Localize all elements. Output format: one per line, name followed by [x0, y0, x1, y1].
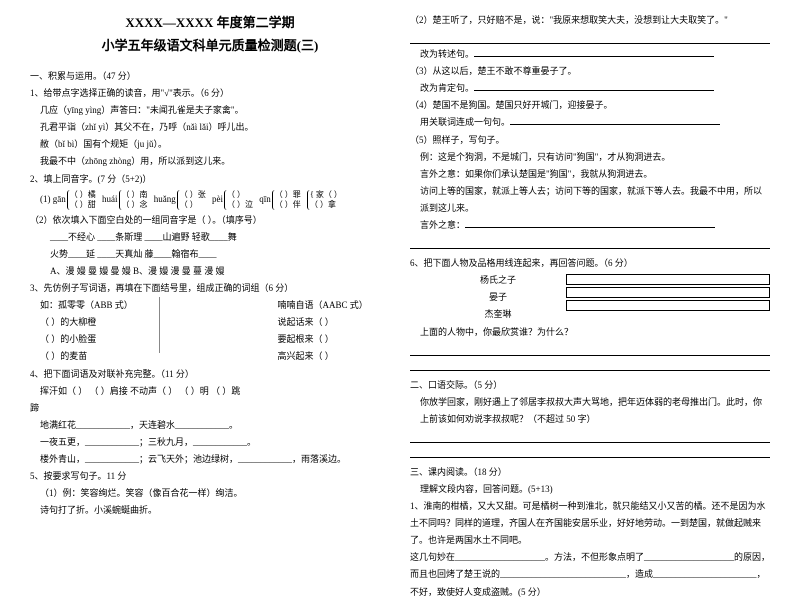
vertical-divider — [159, 297, 272, 353]
r2b: 改为转述句。 — [410, 46, 770, 63]
q6-title: 6、把下面人物及品格用线连起来，再回答问题。（6 分） — [410, 255, 770, 272]
r5-ex: 例：这是个狗洞，不是城门，只有访问"狗国"，才从狗洞进去。 — [410, 149, 770, 166]
q4-line: 挥汗如（ ） （ ）肩接 不动声（ ） （ ）明 （ ）跳 — [30, 383, 390, 400]
section-1-title: 一、积累与运用。（47 分） — [30, 68, 390, 85]
q4-line: 楼外青山，____________；云飞天外；池边绿树，____________… — [30, 451, 390, 468]
r3b: 改为肯定句。 — [410, 80, 770, 97]
q3-right-item: 说起话来（ ） — [277, 314, 390, 331]
left-column: XXXX—XXXX 年度第二学期 小学五年级语文科单元质量检测题(三) 一、积累… — [20, 12, 400, 542]
q4-line: 一夜五更，____________；三秋九月，____________。 — [30, 434, 390, 451]
q2-title: 2、填上同音字。(7 分（5+2)） — [30, 171, 390, 188]
q3-left-item: （ ）的麦苗 — [40, 348, 153, 365]
r5-l3-label: 言外之意： — [420, 220, 465, 230]
r3: （3）从这以后，楚王不敢不尊重晏子了。 — [410, 63, 770, 80]
q3-right-item: 高兴起来（ ） — [277, 348, 390, 365]
match-box — [566, 287, 770, 298]
bracket-group: gān （ ）橘（ ）甜 — [53, 190, 96, 210]
sec3-p1: 1、淮南的柑橘，又大又甜。可是橘树一种到淮北，就只能结又小又苦的橘。还不是因为水… — [410, 498, 770, 549]
sec3-p2: 这几句妙在____________________。方法，不但形象点明了____… — [410, 549, 770, 600]
blank-line — [510, 116, 720, 125]
bracket-group: qīn （ ）罪（ ）伴 — [259, 190, 301, 210]
q6-name: 杰奎琳 — [430, 306, 566, 323]
blank-line — [465, 219, 715, 228]
answer-line — [410, 240, 770, 249]
blank-line — [474, 48, 714, 57]
r4b-label: 用关联词连成一句句。 — [420, 117, 510, 127]
match-box — [566, 300, 770, 311]
r4: （4）楚国不是狗国。楚国只好开城门，迎接晏子。 — [410, 97, 770, 114]
q6-name: 晏子 — [430, 289, 566, 306]
sec2-body: 你放学回家，刚好遇上了邻居李叔叔大声大骂地，把年迈体弱的老母推出门。此时，你上前… — [410, 394, 770, 428]
r5-line: 言外之意：如果你们承认楚国是"狗国"，我就从狗洞进去。 — [410, 166, 770, 183]
q5-title: 5、按要求写句子。11 分 — [30, 468, 390, 485]
q6-name: 杨氏之子 — [430, 272, 566, 289]
doc-title-1: XXXX—XXXX 年度第二学期 — [30, 12, 390, 31]
q3-block: 如：孤零零（ABB 式） （ ）的大柳橙 （ ）的小脸蛋 （ ）的麦苗 喃喃自语… — [30, 297, 390, 365]
right-column: （2）楚王听了，只好赔不是，说："我原来想取笑大夫，没想到让大夫取笑了。" 改为… — [400, 12, 780, 542]
r4b: 用关联词连成一句句。 — [410, 114, 770, 131]
answer-line — [410, 434, 770, 443]
q3-ex-left: 如：孤零零（ABB 式） — [40, 297, 153, 314]
q3-left-item: （ ）的大柳橙 — [40, 314, 153, 331]
q4-line: 地满红花____________，天连碧水____________。 — [30, 417, 390, 434]
q6-names: 杨氏之子 晏子 杰奎琳 — [410, 272, 770, 323]
q3-right-item: 要起根来（ ） — [277, 331, 390, 348]
q2-2-opts: A、漫 嫚 曼 嫚 曼 嫚 B、漫 嫚 漫 曼 蔓 漫 嫚 — [30, 263, 390, 280]
q5-line: 诗句打了折。小溪蜿蜒曲折。 — [30, 502, 390, 519]
bracket-group: huǎng （ ）张（ ） — [154, 190, 206, 210]
r5-line: 访问上等的国家，就派上等人去；访问下等的国家，就派下等人去。我最不中用，所以派到… — [410, 183, 770, 217]
match-box — [566, 274, 770, 285]
sec3-sub: 理解文段内容，回答问题。(5+13) — [410, 481, 770, 498]
q1-line: 几应（yīng yìng）声答曰："未闻孔雀是夫子家禽"。 — [30, 102, 390, 119]
bracket-group: { 家（ ）（ ）拿 — [307, 190, 342, 210]
answer-line — [410, 35, 770, 44]
bracket-group: pèi （ ）（ ）泣 — [212, 190, 253, 210]
r2b-label: 改为转述句。 — [420, 49, 474, 59]
answer-line — [410, 362, 770, 371]
blank-line — [474, 82, 714, 91]
q3-title: 3、先仿例子写词语，再填在下面结号里，组成正确的词组（6 分） — [30, 280, 390, 297]
doc-title-2: 小学五年级语文科单元质量检测题(三) — [30, 35, 390, 54]
q5-line: （1）例：笑容绚烂。笑容（像百合花一样）绚洁。 — [30, 485, 390, 502]
q1-line: 我最不中（zhōng zhòng）用，所以派到这儿来。 — [30, 153, 390, 170]
q2-bracket-row: (1) gān （ ）橘（ ）甜 huái （ ）南（ ）念 huǎng （ ）… — [30, 188, 390, 212]
q1-title: 1、给带点字选择正确的读音，用"√"表示。（6 分） — [30, 85, 390, 102]
q4-title: 4、把下面词语及对联补充完整。（11 分） — [30, 366, 390, 383]
r2: （2）楚王听了，只好赔不是，说："我原来想取笑大夫，没想到让大夫取笑了。" — [410, 12, 770, 29]
q2-2-line: 火势____延 ____天真灿 藤____翰宿布____ — [30, 246, 390, 263]
q3-left-item: （ ）的小脸蛋 — [40, 331, 153, 348]
section-3-title: 三、课内阅读。（18 分） — [410, 464, 770, 481]
r5-line3: 言外之意： — [410, 217, 770, 234]
answer-line — [410, 347, 770, 356]
r3b-label: 改为肯定句。 — [420, 83, 474, 93]
q2-2-line: ____不经心 ____条斯理 ____山遍野 轻歌____舞 — [30, 229, 390, 246]
q6-ask: 上面的人物中，你最欣赏谁？为什么？ — [410, 324, 770, 341]
bracket-group: huái （ ）南（ ）念 — [102, 190, 148, 210]
q1-line: 敝（bǐ bì）国有个规矩（ju jǔ）。 — [30, 136, 390, 153]
q3-ex-right: 喃喃自语（AABC 式） — [277, 297, 390, 314]
q2-2: （2）依次填入下面空白处的一组同音字是（ ）。（填序号） — [30, 212, 390, 229]
q1-line: 孔君平诣（zhǐ yì）其父不在，乃呼（nǎì lǎi）呼儿出。 — [30, 119, 390, 136]
q4-line-b: 蹄 — [30, 400, 390, 417]
answer-line — [410, 449, 770, 458]
section-2-title: 二、口语交际。（5 分） — [410, 377, 770, 394]
r5: （5）照样子，写句子。 — [410, 132, 770, 149]
